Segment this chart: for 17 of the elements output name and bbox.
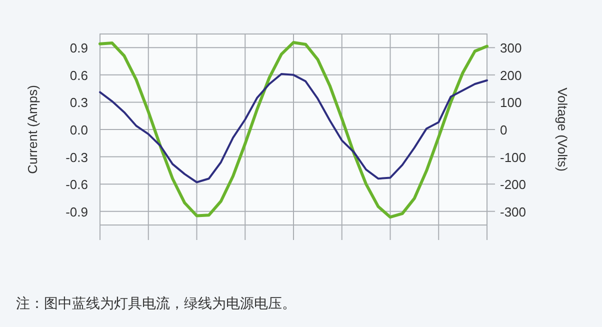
y2-axis-title: Voltage (Volts) (555, 88, 570, 172)
y2-tick-label: -200 (500, 177, 526, 192)
y2-tick-label: 0 (500, 122, 508, 138)
y-tick-label: 0.3 (70, 95, 88, 110)
y2-tick-label: 200 (500, 68, 522, 83)
y-tick-label: -0.6 (66, 177, 88, 192)
y-tick-label: -0.9 (66, 204, 88, 220)
y2-tick-label: -300 (500, 204, 526, 220)
y2-tick-label: 100 (500, 95, 522, 110)
y2-tick-label: -100 (500, 150, 526, 165)
y-tick-label: 0.0 (70, 122, 88, 138)
y2-tick-label: 300 (500, 40, 522, 56)
y-tick-label: 0.9 (70, 40, 88, 56)
y-tick-label: -0.3 (66, 150, 88, 165)
y-axis-title: Current (Amps) (25, 85, 40, 174)
text: 注：图中蓝线为灯具电流，绿线为电源电压。 (16, 295, 296, 311)
y-tick-label: 0.6 (70, 68, 88, 83)
